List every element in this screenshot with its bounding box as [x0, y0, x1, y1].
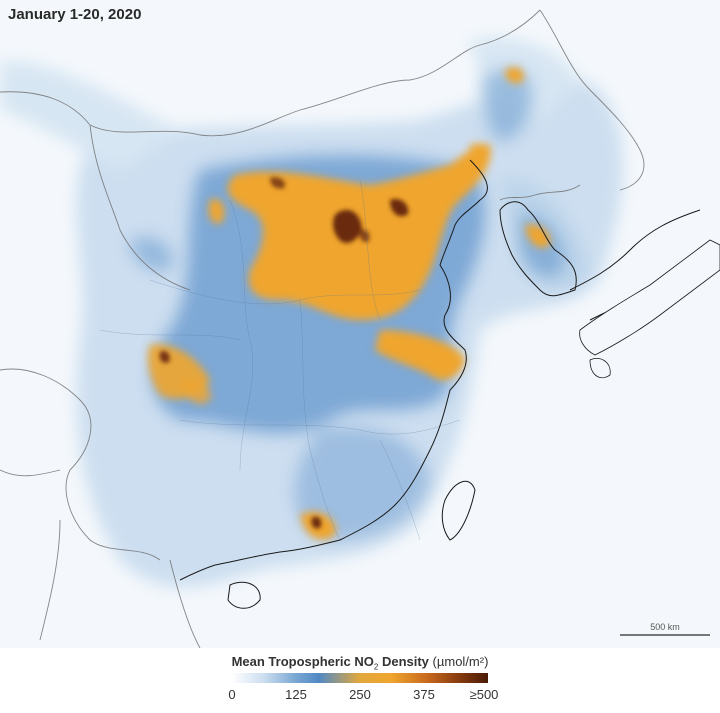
legend-title-end: Density: [378, 654, 429, 669]
no2-map: [0, 0, 720, 648]
legend: Mean Tropospheric NO2 Density (µmol/m²) …: [0, 648, 720, 713]
province-lines: [99, 179, 461, 541]
scale-bar-line: [620, 634, 710, 636]
legend-tick-250: 250: [349, 687, 371, 702]
legend-tick-125: 125: [285, 687, 307, 702]
very-high-density-layer: [159, 177, 409, 529]
japan-outline: [579, 239, 720, 379]
scale-bar-label: 500 km: [650, 622, 680, 632]
legend-title: Mean Tropospheric NO2 Density (µmol/m²): [0, 654, 720, 672]
country-borders: [0, 9, 645, 648]
legend-tick-375: 375: [413, 687, 435, 702]
legend-title-main: Mean Tropospheric NO: [231, 654, 374, 669]
date-title: January 1-20, 2020: [8, 6, 142, 23]
legend-title-subscript: 2: [373, 662, 379, 672]
legend-tick-500: ≥500: [469, 687, 499, 702]
legend-color-bar: [232, 673, 488, 683]
legend-unit: (µmol/m²): [432, 654, 489, 669]
legend-tick-0: 0: [228, 687, 236, 702]
